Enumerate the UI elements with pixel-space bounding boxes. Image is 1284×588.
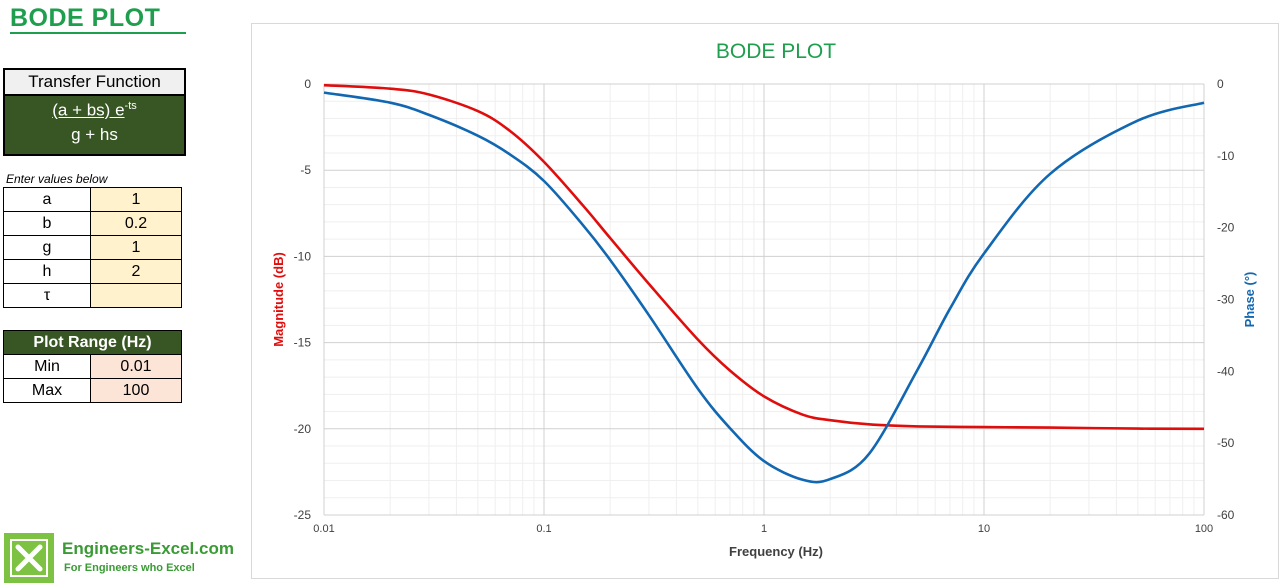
x-axis-label: Frequency (Hz) xyxy=(729,544,823,559)
x-tick-label: 0.01 xyxy=(313,523,334,535)
phase-series-line xyxy=(323,91,1205,484)
param-label: τ xyxy=(3,283,91,308)
y2-axis-label: Phase (°) xyxy=(1242,272,1257,328)
y-tick-label: -10 xyxy=(294,249,312,263)
excel-tools-icon xyxy=(4,533,54,583)
bode-chart-svg: 0.01 0.1 1 10 100 0 -5 -10 -15 -20 -25 0 -10 -20 -30 -4… xyxy=(271,40,1257,559)
y2-tick-label: -20 xyxy=(1217,221,1235,235)
y-tick-label: -5 xyxy=(300,163,311,177)
y-tick-label: -20 xyxy=(294,422,312,436)
x-tick-label: 0.1 xyxy=(536,523,551,535)
param-a-cell[interactable]: 1 xyxy=(90,187,182,212)
param-label: h xyxy=(3,259,91,284)
numerator-exponent: -ts xyxy=(124,100,137,112)
param-label: b xyxy=(3,211,91,236)
magnitude-series-line xyxy=(323,83,1205,431)
y2-tick-label: -30 xyxy=(1217,293,1235,307)
x-tick-label: 10 xyxy=(978,523,990,535)
param-row-g: g 1 xyxy=(3,235,182,260)
y2-tick-label: -60 xyxy=(1217,508,1235,522)
y-tick-label: -25 xyxy=(294,508,312,522)
range-max-cell[interactable]: 100 xyxy=(90,378,182,403)
y-tick-label: -15 xyxy=(294,336,312,350)
y-axis-label: Magnitude (dB) xyxy=(271,252,286,347)
enter-values-label: Enter values below xyxy=(6,172,108,186)
range-label: Min xyxy=(3,354,91,379)
sheet-title: BODE PLOT xyxy=(10,4,186,34)
param-row-a: a 1 xyxy=(3,187,182,212)
chart-title: BODE PLOT xyxy=(716,40,836,63)
param-row-h: h 2 xyxy=(3,259,182,284)
transfer-function-numerator: (a + bs) e-ts xyxy=(5,96,184,121)
param-row-b: b 0.2 xyxy=(3,211,182,236)
range-row-min: Min 0.01 xyxy=(3,354,182,379)
y2-tick-label: -50 xyxy=(1217,436,1235,450)
bode-chart: 0.01 0.1 1 10 100 0 -5 -10 -15 -20 -25 0 -10 -20 -30 -4… xyxy=(251,23,1279,579)
param-tau-cell[interactable] xyxy=(90,283,182,308)
range-min-cell[interactable]: 0.01 xyxy=(90,354,182,379)
numerator-text: (a + bs) e xyxy=(52,100,125,120)
y2-tick-label: 0 xyxy=(1217,77,1224,91)
plot-range-header-row: Plot Range (Hz) xyxy=(3,330,182,355)
param-label: a xyxy=(3,187,91,212)
x-tick-label: 100 xyxy=(1195,523,1213,535)
param-h-cell[interactable]: 2 xyxy=(90,259,182,284)
y2-tick-label: -40 xyxy=(1217,364,1235,378)
param-b-cell[interactable]: 0.2 xyxy=(90,211,182,236)
logo-tagline: For Engineers who Excel xyxy=(64,562,195,574)
y-tick-label: 0 xyxy=(304,77,311,91)
transfer-function-formula: (a + bs) e-ts g + hs xyxy=(5,96,184,154)
y2-tick-label: -10 xyxy=(1217,149,1235,163)
logo-title: Engineers-Excel.com xyxy=(62,539,234,558)
range-label: Max xyxy=(3,378,91,403)
x-tick-label: 1 xyxy=(761,523,767,535)
param-label: g xyxy=(3,235,91,260)
plot-range-table: Plot Range (Hz) Min 0.01 Max 100 xyxy=(3,330,182,403)
plot-range-header: Plot Range (Hz) xyxy=(3,330,182,355)
transfer-function-header: Transfer Function xyxy=(5,70,184,96)
engineers-excel-logo[interactable]: Engineers-Excel.com For Engineers who Ex… xyxy=(4,533,234,583)
param-row-tau: τ xyxy=(3,283,182,308)
param-g-cell[interactable]: 1 xyxy=(90,235,182,260)
transfer-function-denominator: g + hs xyxy=(71,124,118,144)
parameter-table: a 1 b 0.2 g 1 h 2 τ xyxy=(3,187,182,308)
transfer-function-box: Transfer Function (a + bs) e-ts g + hs xyxy=(3,68,186,156)
range-row-max: Max 100 xyxy=(3,378,182,403)
